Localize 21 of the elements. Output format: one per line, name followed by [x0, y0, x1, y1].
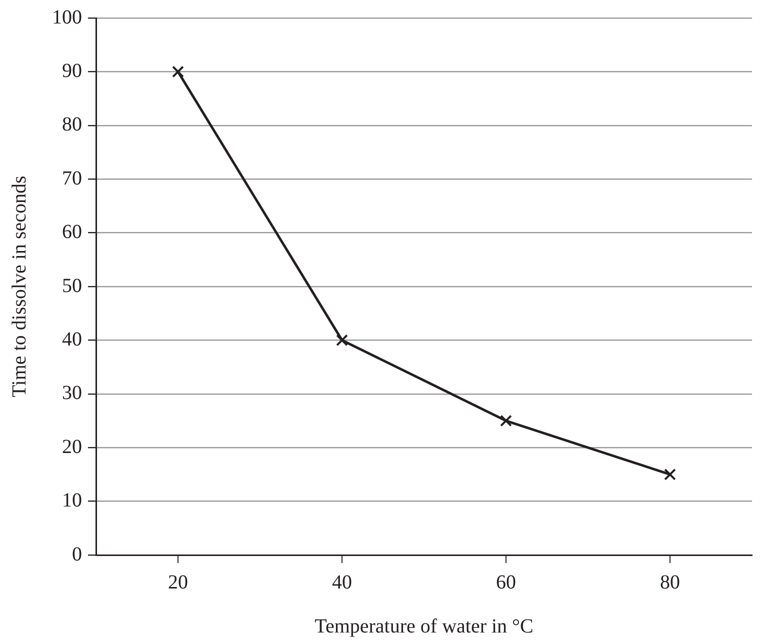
y-tick-label: 50	[62, 274, 82, 297]
y-tick-label: 70	[62, 167, 82, 190]
y-tick-label: 10	[62, 490, 82, 512]
point	[336, 334, 348, 346]
y-axis-title: Time to dissolve in seconds	[8, 176, 30, 398]
y-tick-label: 30	[62, 382, 82, 404]
x-tick-label: 20	[168, 571, 188, 594]
y-tick-label: 80	[62, 114, 82, 136]
y-tick-label: 40	[62, 328, 82, 350]
y-tick-label: 20	[62, 436, 82, 458]
x-tick-label: 80	[660, 571, 680, 594]
point	[500, 414, 512, 427]
y-tick-label: 60	[62, 221, 82, 244]
y-tick-label: 90	[62, 60, 82, 82]
x-axis-title: Temperature of water in °C	[314, 615, 534, 638]
point	[172, 66, 184, 78]
y-tick-label: 0	[72, 543, 82, 566]
x-tick-label: 40	[332, 571, 352, 594]
x-tick-label: 60	[496, 571, 516, 594]
point	[664, 468, 676, 480]
y-tick-label: 100	[52, 6, 82, 28]
